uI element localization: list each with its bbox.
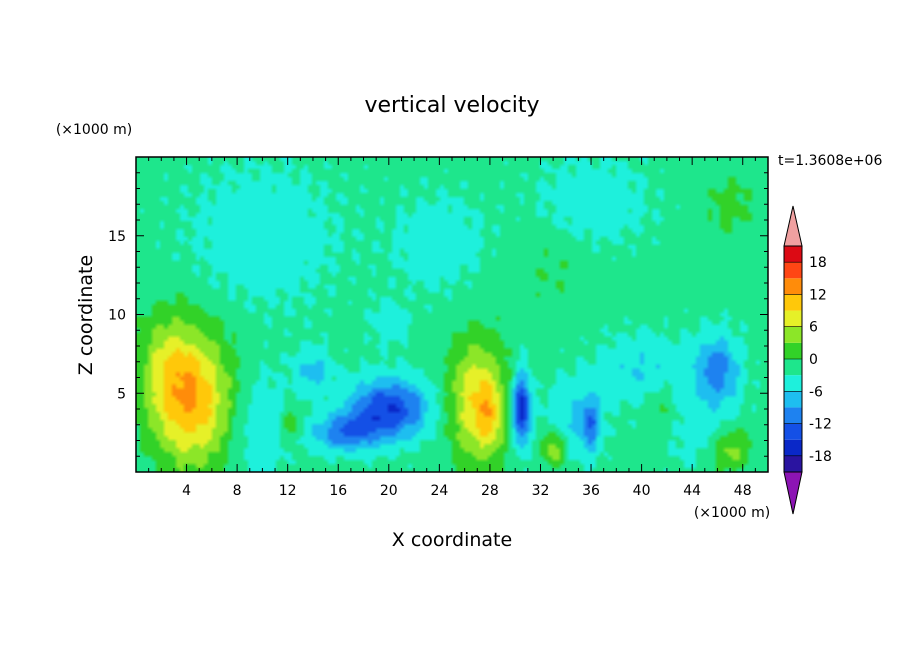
colorbar-tick-label: -18 — [809, 449, 832, 465]
x-tick-label: 20 — [380, 483, 398, 499]
colorbar-swatch — [784, 246, 802, 263]
colorbar-swatch — [784, 342, 802, 359]
colorbar-tick-label: 0 — [809, 352, 818, 368]
colorbar-tick-label: 12 — [809, 287, 827, 303]
colorbar-swatch — [784, 326, 802, 343]
colorbar-tick-label: -6 — [809, 384, 823, 400]
x-tick-label: 24 — [430, 483, 448, 499]
colorbar-tick-label: -12 — [809, 417, 832, 433]
y-unit-label: (×1000 m) — [56, 122, 132, 138]
y-axis-ticks: 5 10 15 — [108, 172, 768, 457]
colorbar-over-triangle — [783, 205, 803, 247]
x-tick-label: 4 — [182, 483, 191, 499]
x-tick-label: 36 — [582, 483, 600, 499]
x-tick-label: 40 — [633, 483, 651, 499]
x-tick-label: 16 — [329, 483, 347, 499]
colorbar-swatch — [784, 423, 802, 440]
x-tick-label: 32 — [532, 483, 550, 499]
colorbar-under-triangle — [783, 471, 803, 515]
x-tick-label: 8 — [233, 483, 242, 499]
colorbar-tick-label: 6 — [809, 320, 818, 336]
colorbar-swatch — [784, 375, 802, 392]
x-unit-label: (×1000 m) — [694, 505, 770, 521]
colorbar-swatch — [784, 310, 802, 327]
x-tick-label: 44 — [683, 483, 701, 499]
contour-field — [136, 157, 768, 472]
x-axis-ticks: 4 8 12 16 20 24 28 32 36 40 44 48 — [148, 157, 756, 499]
time-label: t=1.3608e+06 — [778, 153, 882, 169]
x-tick-label: 28 — [481, 483, 499, 499]
y-tick-label: 10 — [108, 308, 126, 324]
colorbar-swatch — [784, 278, 802, 295]
colorbar-tick-label: 18 — [809, 255, 827, 271]
colorbar-swatch — [784, 407, 802, 424]
chart-title: vertical velocity — [364, 93, 539, 118]
y-tick-label: 5 — [117, 386, 126, 402]
colorbar-swatch — [784, 262, 802, 279]
x-axis-label: X coordinate — [392, 529, 512, 551]
colorbar: 18 12 6 0 -6 -12 -18 — [783, 205, 832, 515]
y-axis-label: Z coordinate — [75, 255, 97, 375]
colorbar-swatch — [784, 455, 802, 472]
x-tick-label: 12 — [279, 483, 297, 499]
y-tick-label: 15 — [108, 229, 126, 245]
x-tick-label: 48 — [734, 483, 752, 499]
colorbar-swatch — [784, 391, 802, 408]
colorbar-swatch — [784, 359, 802, 376]
colorbar-swatch — [784, 439, 802, 456]
colorbar-swatch — [784, 294, 802, 311]
plot-area — [136, 157, 768, 472]
